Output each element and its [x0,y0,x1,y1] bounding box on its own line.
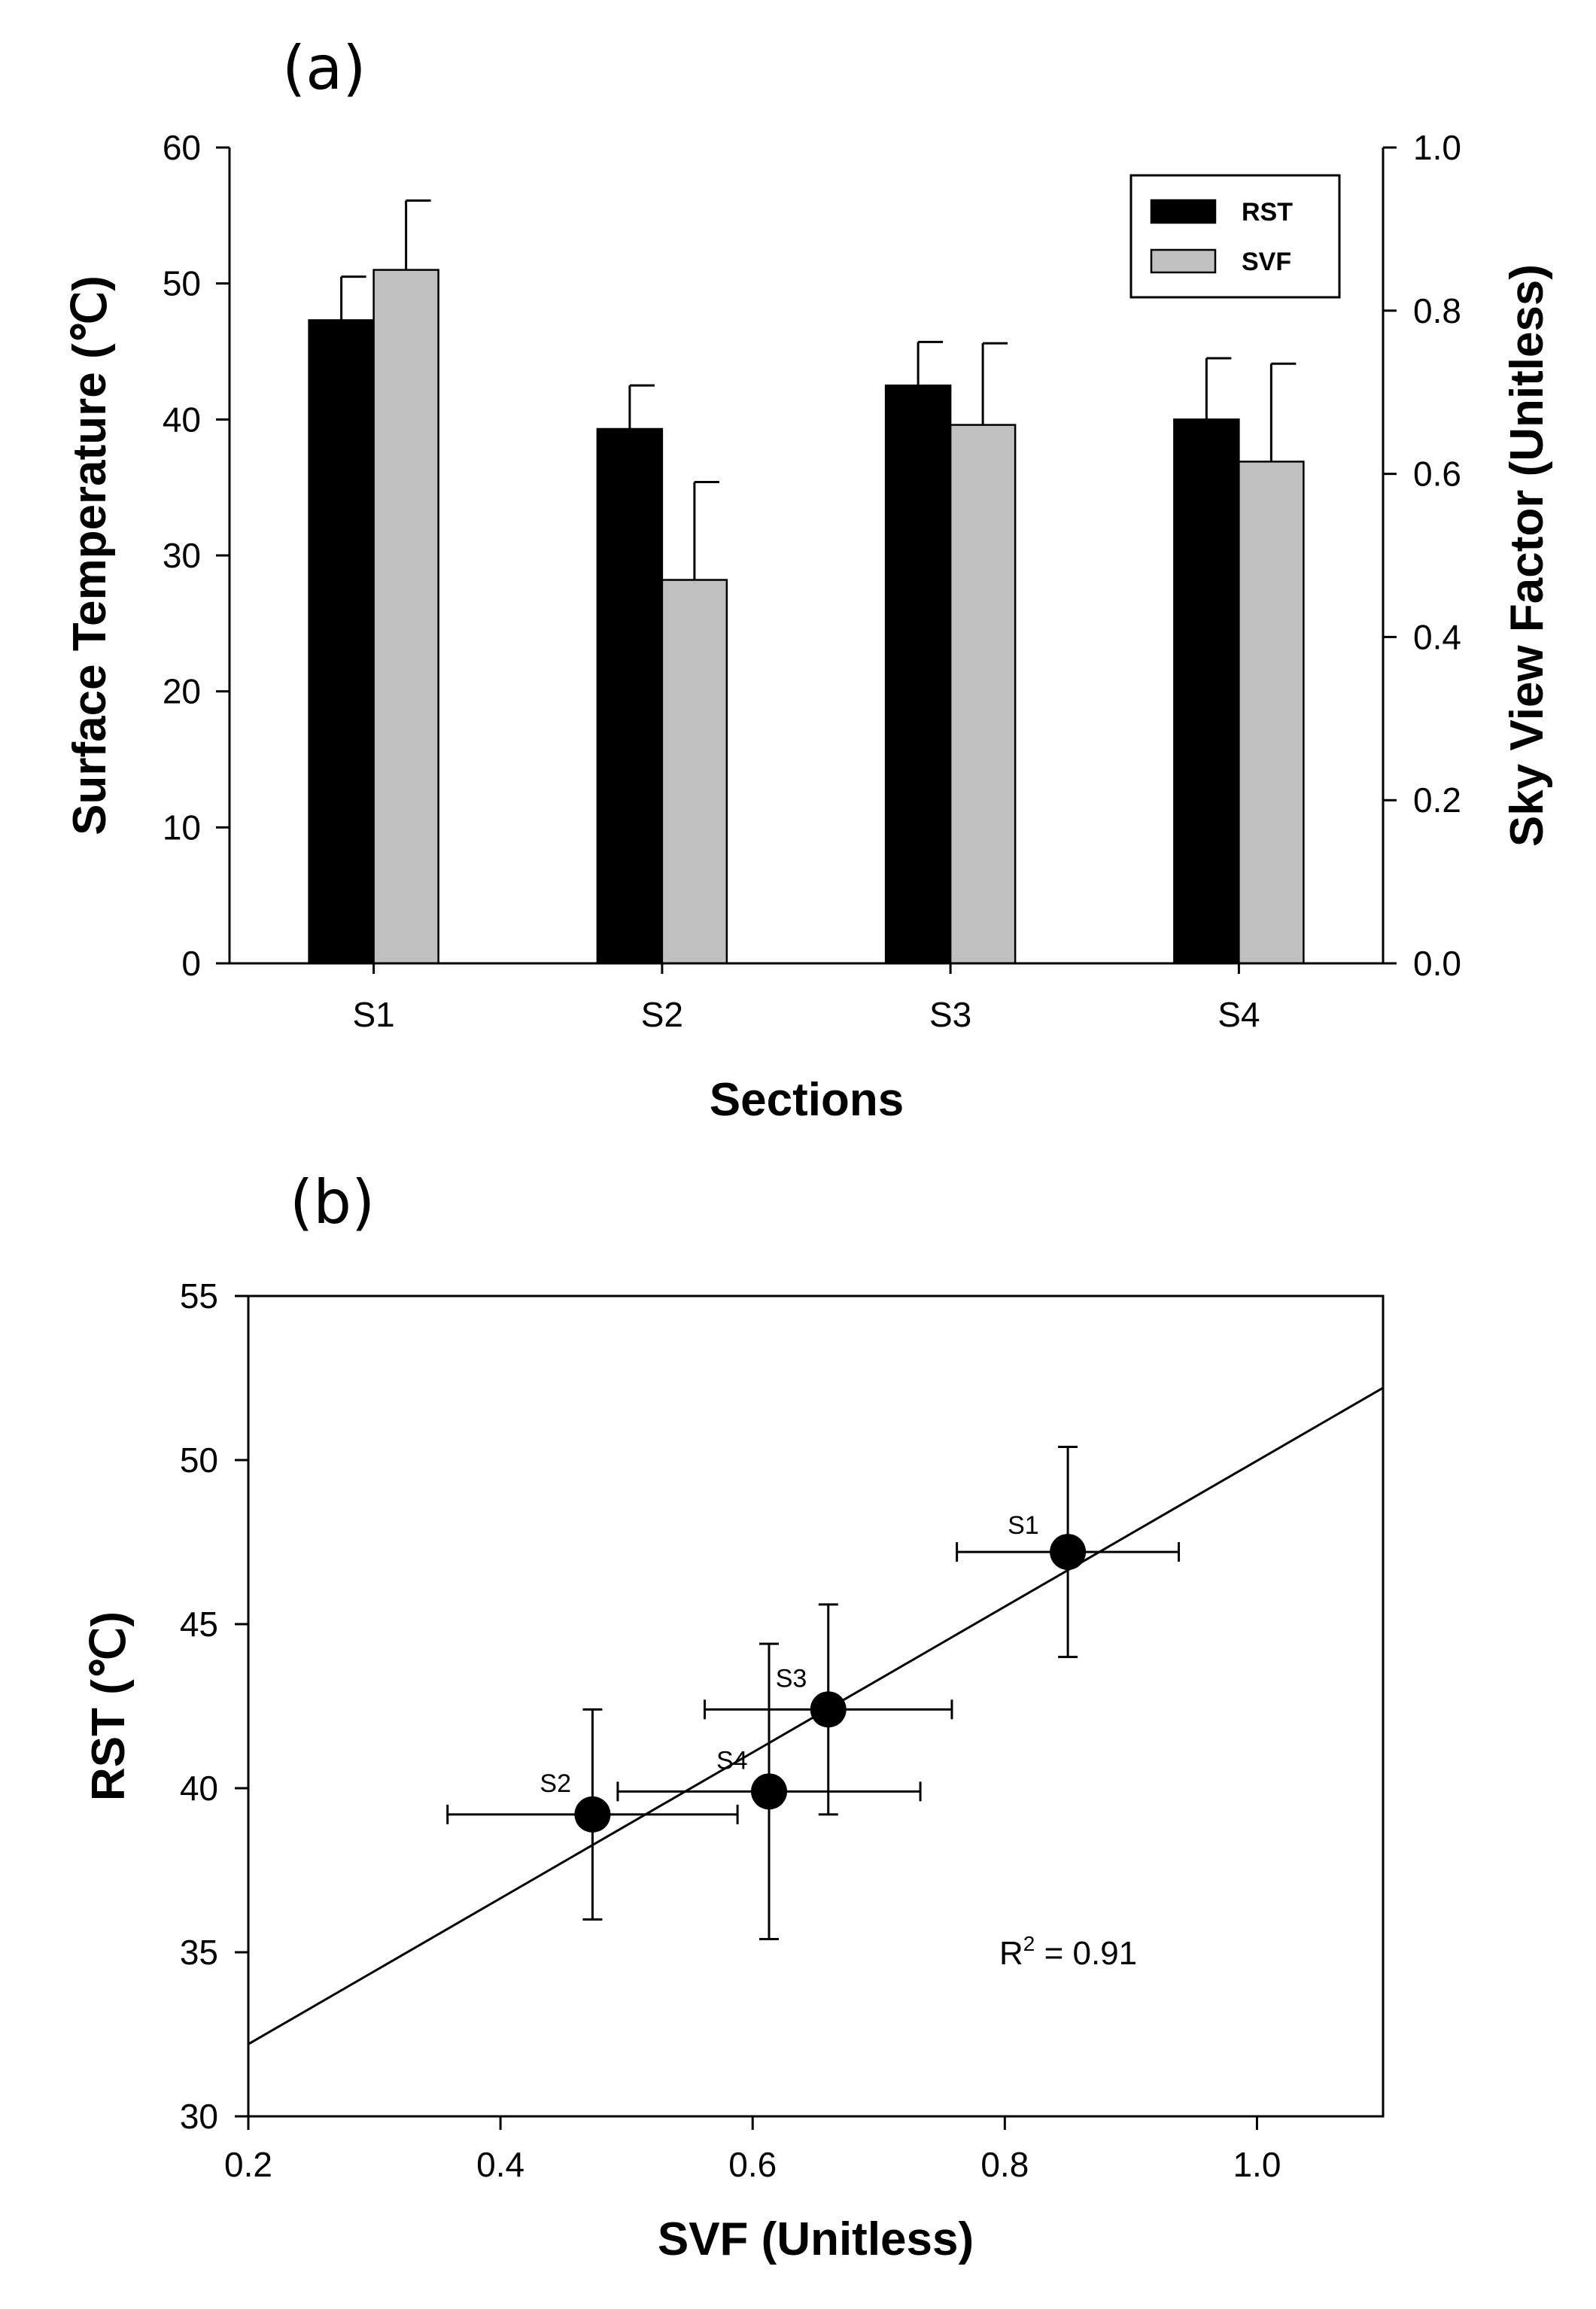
bar-rst-s2 [596,427,664,965]
bar-svf-s3 [949,424,1017,965]
y-tick-label-left: 50 [163,264,201,303]
scatter-chart-panel: (b) 0.2 0.4 0.6 0.8 1.0 30 35 40 45 50 55 S1 S2 S3 S4 R2… [0,1159,1596,2309]
bar-rst-s4 [1173,418,1240,965]
y-tick-label: 35 [180,1933,218,1972]
x-tick-label-s2: S2 [641,995,683,1034]
legend-label-rst: RST [1242,198,1293,227]
y-tick-label: 45 [180,1605,218,1644]
plot-frame [247,1294,1385,2118]
y-axis-title: RST (℃) [83,1611,135,1801]
y-tick-label-right: 0.2 [1413,780,1461,820]
y-tick-label-right: 1.0 [1413,128,1461,167]
x-tick-label: 0.2 [224,2145,272,2184]
legend-label-svf: SVF [1242,248,1291,276]
bar-svf-s1 [372,269,439,965]
x-axis-title: SVF (Unitless) [658,2213,974,2265]
y-tick-label-right: 0.8 [1413,291,1461,330]
bar-rst-s3 [884,384,952,965]
legend-swatch-rst [1150,199,1217,224]
x-tick-label-s1: S1 [352,995,394,1034]
bar-chart-panel: (a) S1 S2 S3 S4 0 10 20 30 40 50 60 0.0 0.2 0.4 0.6 0.8 1… [64,33,1553,1126]
bar-svf-s2 [661,579,728,965]
y-tick-label-right: 0.6 [1413,455,1461,494]
x-tick-label: 0.6 [728,2145,777,2184]
x-tick-label: 1.0 [1233,2145,1281,2184]
y-tick-label-left: 10 [163,808,201,847]
y-tick-label-right: 0.4 [1413,617,1461,656]
point-label-s1: S1 [1008,1511,1039,1540]
y-tick-label: 40 [180,1769,218,1808]
x-tick-label-s3: S3 [929,995,971,1034]
y-tick-label: 55 [180,1276,218,1316]
point-label-s2: S2 [540,1769,571,1798]
y-axis-title-right: Sky View Factor (Unitless) [1501,264,1553,847]
y-tick-label-left: 40 [163,400,201,439]
point-label-s3: S3 [776,1664,807,1693]
data-point-s3 [810,1691,847,1728]
x-tick-label: 0.8 [980,2145,1029,2184]
bar-rst-s1 [308,319,375,965]
x-tick-label-s4: S4 [1218,995,1260,1034]
y-tick-label-left: 0 [181,944,201,983]
x-axis-title: Sections [710,1074,904,1126]
panel-label-b: (b) [290,1167,375,1237]
y-tick-label-right: 0.0 [1413,944,1461,983]
point-label-s4: S4 [716,1746,748,1775]
bar-chart: (a) S1 S2 S3 S4 0 10 20 30 40 50 60 0.0 0.2 0.4 0.6 0.8 1… [64,33,1553,1126]
y-axis-title-left: Surface Temperature (℃) [64,275,116,835]
data-point-s4 [751,1773,788,1810]
r-squared-annotation: R2 = 0.91 [999,1932,1137,1972]
data-point-s2 [574,1796,611,1833]
x-tick-label: 0.4 [476,2145,524,2184]
y-tick-label: 50 [180,1440,218,1480]
y-tick-label-left: 20 [163,672,201,711]
panel-label-a: (a) [282,33,366,103]
y-tick-label: 30 [180,2097,218,2136]
legend-box [1129,174,1341,299]
y-tick-label-left: 30 [163,536,201,575]
legend-swatch-svf [1150,248,1217,274]
data-point-s1 [1050,1534,1087,1571]
y-tick-label-left: 60 [163,128,201,167]
scatter-chart: (b) 0.2 0.4 0.6 0.8 1.0 30 35 40 45 50 55 S1 S2 S3 S4 R2… [83,1167,1385,2265]
bar-svf-s4 [1238,461,1305,965]
